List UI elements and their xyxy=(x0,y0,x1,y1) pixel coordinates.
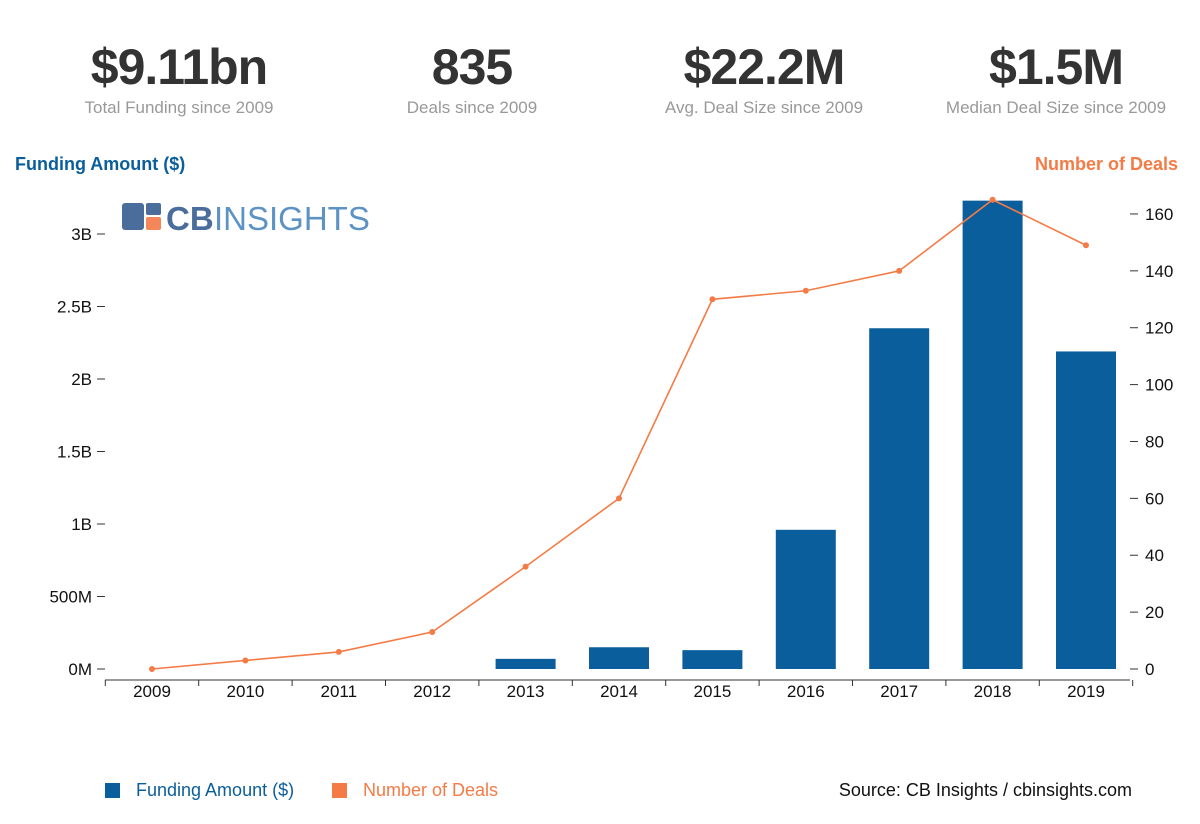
deals-point-2019 xyxy=(1083,242,1089,249)
left-tick-label: 1B xyxy=(71,515,92,534)
kpi-deals: 835 Deals since 2009 xyxy=(322,38,622,118)
left-axis-title: Funding Amount ($) xyxy=(15,154,186,174)
deals-point-2009 xyxy=(149,666,155,672)
bar-2013 xyxy=(495,658,556,669)
right-tick-label: 40 xyxy=(1145,546,1164,565)
svg-text:CB: CB xyxy=(166,200,214,237)
bar-2019 xyxy=(1056,351,1116,669)
deals-point-2012 xyxy=(429,629,436,636)
left-tick-label: 2B xyxy=(71,370,92,389)
right-tick-label: 100 xyxy=(1145,376,1173,395)
x-tick-label: 2019 xyxy=(1067,682,1105,701)
kpi-label: Avg. Deal Size since 2009 xyxy=(664,98,864,117)
x-tick-label: 2012 xyxy=(413,682,451,701)
bar-2018 xyxy=(962,200,1023,669)
left-tick-label: 1.5B xyxy=(57,443,92,462)
kpi-value: 835 xyxy=(431,39,513,95)
right-tick-label: 20 xyxy=(1145,603,1164,622)
kpi-label: Median Deal Size since 2009 xyxy=(945,98,1167,117)
bar-2014 xyxy=(589,647,649,669)
kpi-total-funding: $9.11bn Total Funding since 2009 xyxy=(29,38,329,118)
deals-line xyxy=(151,198,1087,670)
x-tick-label: 2018 xyxy=(974,682,1012,701)
bar-2016 xyxy=(775,529,836,669)
right-axis-title: Number of Deals xyxy=(1034,154,1178,174)
kpi-avg-deal: $22.2M Avg. Deal Size since 2009 xyxy=(614,38,914,118)
right-tick-label: 0 xyxy=(1145,660,1154,679)
cb-insights-logo: CB INSIGHTS xyxy=(122,200,370,237)
legend-swatch xyxy=(105,783,120,798)
legend-label: Number of Deals xyxy=(363,780,499,800)
legend-item-funding: Funding Amount ($) xyxy=(105,780,294,801)
right-tick-label: 160 xyxy=(1145,205,1173,224)
deals-point-2010 xyxy=(242,657,249,664)
right-tick-label: 120 xyxy=(1145,319,1173,338)
kpi-value: $1.5M xyxy=(989,39,1124,95)
kpi-value: $22.2M xyxy=(683,39,846,95)
legend-item-deals: Number of Deals xyxy=(332,780,498,801)
x-tick-label: 2017 xyxy=(880,682,918,701)
deals-point-2018 xyxy=(989,196,996,203)
x-tick-label: 2015 xyxy=(693,682,731,701)
left-tick-label: 500M xyxy=(49,588,92,607)
left-tick-label: 3B xyxy=(71,225,92,244)
x-tick-label: 2016 xyxy=(787,682,825,701)
kpi-label: Deals since 2009 xyxy=(406,98,538,117)
legend-label: Funding Amount ($) xyxy=(136,780,295,800)
deals-point-2017 xyxy=(896,267,903,274)
right-tick-label: 140 xyxy=(1145,262,1173,281)
bar-2017 xyxy=(869,328,930,669)
deals-point-2015 xyxy=(709,296,716,303)
legend-swatch xyxy=(332,783,347,798)
deals-point-2011 xyxy=(335,648,342,655)
left-tick-label: 0M xyxy=(68,660,92,679)
right-tick-label: 60 xyxy=(1145,489,1164,508)
deals-point-2016 xyxy=(802,287,809,294)
x-tick-label: 2009 xyxy=(133,682,171,701)
x-tick-label: 2014 xyxy=(600,682,638,701)
source-note: Source: CB Insights / cbinsights.com xyxy=(838,780,1132,800)
x-tick-label: 2010 xyxy=(226,682,264,701)
kpi-label: Total Funding since 2009 xyxy=(84,98,274,117)
deals-point-2014 xyxy=(616,495,622,502)
bar-2015 xyxy=(682,650,743,669)
right-tick-label: 80 xyxy=(1145,432,1164,451)
kpi-median-deal: $1.5M Median Deal Size since 2009 xyxy=(906,38,1200,118)
x-tick-label: 2013 xyxy=(507,682,545,701)
svg-text:INSIGHTS: INSIGHTS xyxy=(214,200,370,237)
deals-point-2013 xyxy=(522,563,529,570)
kpi-value: $9.11bn xyxy=(90,39,268,95)
left-tick-label: 2.5B xyxy=(57,298,92,317)
x-tick-label: 2011 xyxy=(321,682,358,701)
